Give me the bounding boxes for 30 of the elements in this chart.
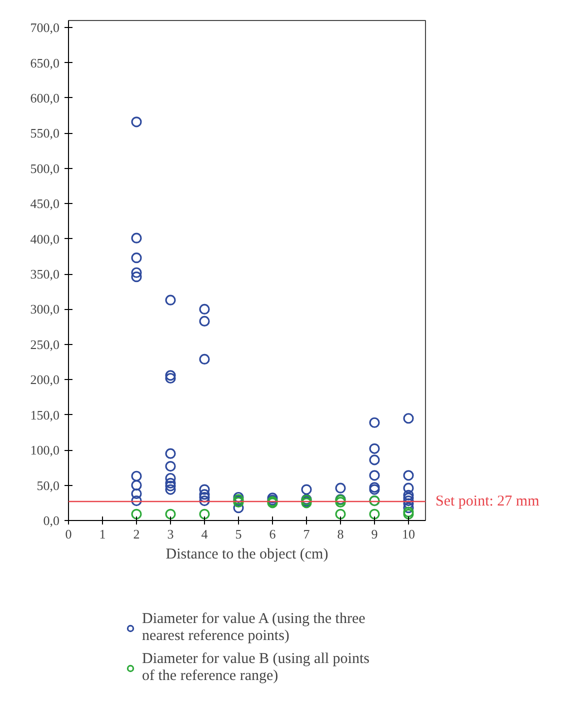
legend-label: Diameter for value B (using all points of the reference range)	[142, 651, 370, 685]
y-tick-label: 350,0	[30, 266, 60, 282]
x-axis-title: Distance to the object (cm)	[166, 546, 328, 562]
y-tick-label: 200,0	[30, 372, 60, 388]
y-tick-label: 650,0	[30, 55, 60, 70]
x-tick-label: 2	[133, 526, 140, 542]
x-tick-label: 10	[402, 526, 415, 542]
ref-line-label: Set point: 27 mm	[436, 493, 540, 510]
x-tick-label: 8	[337, 526, 344, 542]
x-tick-label: 9	[371, 526, 378, 542]
y-tick-label: 400,0	[30, 231, 60, 246]
y-tick-label: 600,0	[30, 90, 60, 106]
y-tick-label: 100,0	[30, 442, 60, 458]
y-tick-label: 450,0	[30, 196, 60, 212]
y-tick-label: 150,0	[30, 407, 60, 422]
y-tick-label: 250,0	[30, 336, 60, 352]
x-tick-label: 1	[99, 526, 106, 542]
y-tick-label: 50,0	[36, 478, 60, 493]
x-tick-label: 6	[269, 526, 276, 542]
y-tick-label: 550,0	[30, 126, 60, 141]
y-tick-label: 0,0	[43, 513, 60, 528]
x-tick-label: 3	[167, 526, 174, 542]
x-tick-label: 4	[201, 526, 208, 542]
x-tick-label: 7	[303, 526, 310, 542]
x-tick-label: 0	[65, 526, 72, 542]
y-tick-label: 300,0	[30, 302, 60, 317]
legend-label: Diameter for value A (using the three nearest reference points)	[142, 611, 366, 645]
x-tick-label: 5	[235, 526, 242, 542]
y-tick-label: 500,0	[30, 160, 60, 176]
y-tick-label: 700,0	[30, 20, 60, 36]
